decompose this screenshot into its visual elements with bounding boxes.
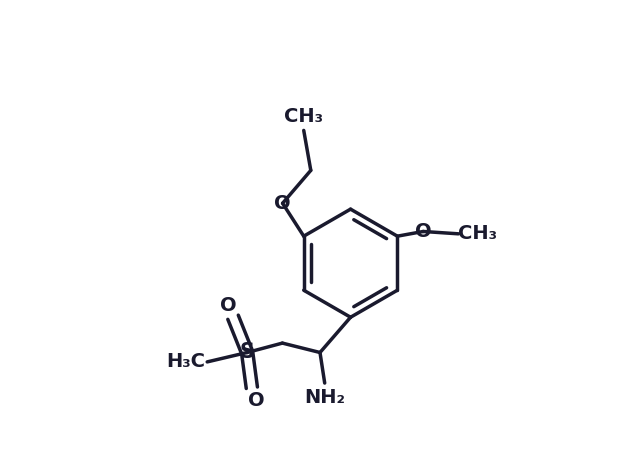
- Text: H₃C: H₃C: [166, 352, 205, 371]
- Text: S: S: [239, 343, 255, 362]
- Text: O: O: [275, 194, 291, 213]
- Text: O: O: [220, 296, 237, 315]
- Text: NH₂: NH₂: [304, 388, 345, 407]
- Text: O: O: [248, 392, 265, 410]
- Text: CH₃: CH₃: [458, 224, 497, 243]
- Text: O: O: [415, 222, 431, 241]
- Text: CH₃: CH₃: [284, 107, 323, 126]
